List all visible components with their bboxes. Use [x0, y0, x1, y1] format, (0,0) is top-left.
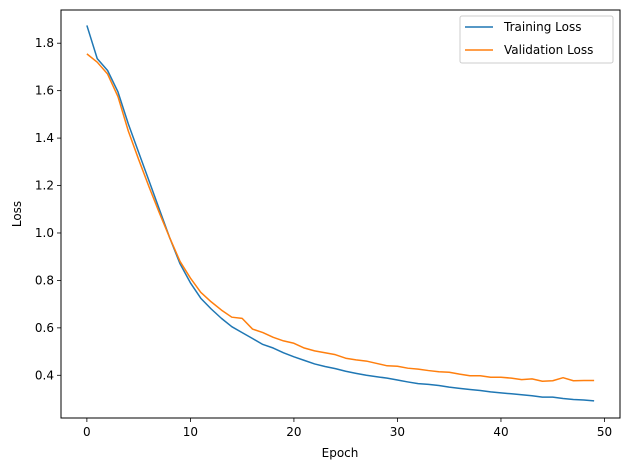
y-tick-label: 1.0 — [35, 226, 54, 240]
legend-box — [459, 15, 614, 64]
x-tick-label: 40 — [493, 425, 508, 439]
x-axis-ticks: 0 10 20 30 40 50 — [83, 418, 612, 439]
y-tick-label: 1.4 — [35, 131, 54, 145]
legend-label-training: Training Loss — [503, 20, 581, 34]
x-tick-label: 10 — [183, 425, 198, 439]
x-tick-label: 0 — [83, 425, 91, 439]
legend: Training Loss Validation Loss — [459, 15, 614, 64]
x-axis-label: Epoch — [322, 446, 359, 460]
x-tick-label: 50 — [597, 425, 612, 439]
y-axis-ticks: 0.4 0.6 0.8 1.0 1.2 1.4 1.6 1.8 — [35, 36, 61, 382]
series-line-training — [86, 25, 595, 402]
x-tick-label: 30 — [390, 425, 405, 439]
legend-label-validation: Validation Loss — [504, 43, 593, 57]
x-tick-label: 20 — [286, 425, 301, 439]
y-tick-label: 0.8 — [35, 273, 54, 287]
y-tick-label: 1.6 — [35, 84, 54, 98]
y-axis-label: Loss — [10, 201, 24, 227]
y-tick-label: 0.4 — [35, 368, 54, 382]
axes-frame — [60, 9, 621, 419]
plot-area — [86, 25, 595, 402]
y-tick-label: 1.8 — [35, 36, 54, 50]
y-tick-label: 0.6 — [35, 321, 54, 335]
series-line-validation — [86, 53, 595, 382]
y-tick-label: 1.2 — [35, 179, 54, 193]
